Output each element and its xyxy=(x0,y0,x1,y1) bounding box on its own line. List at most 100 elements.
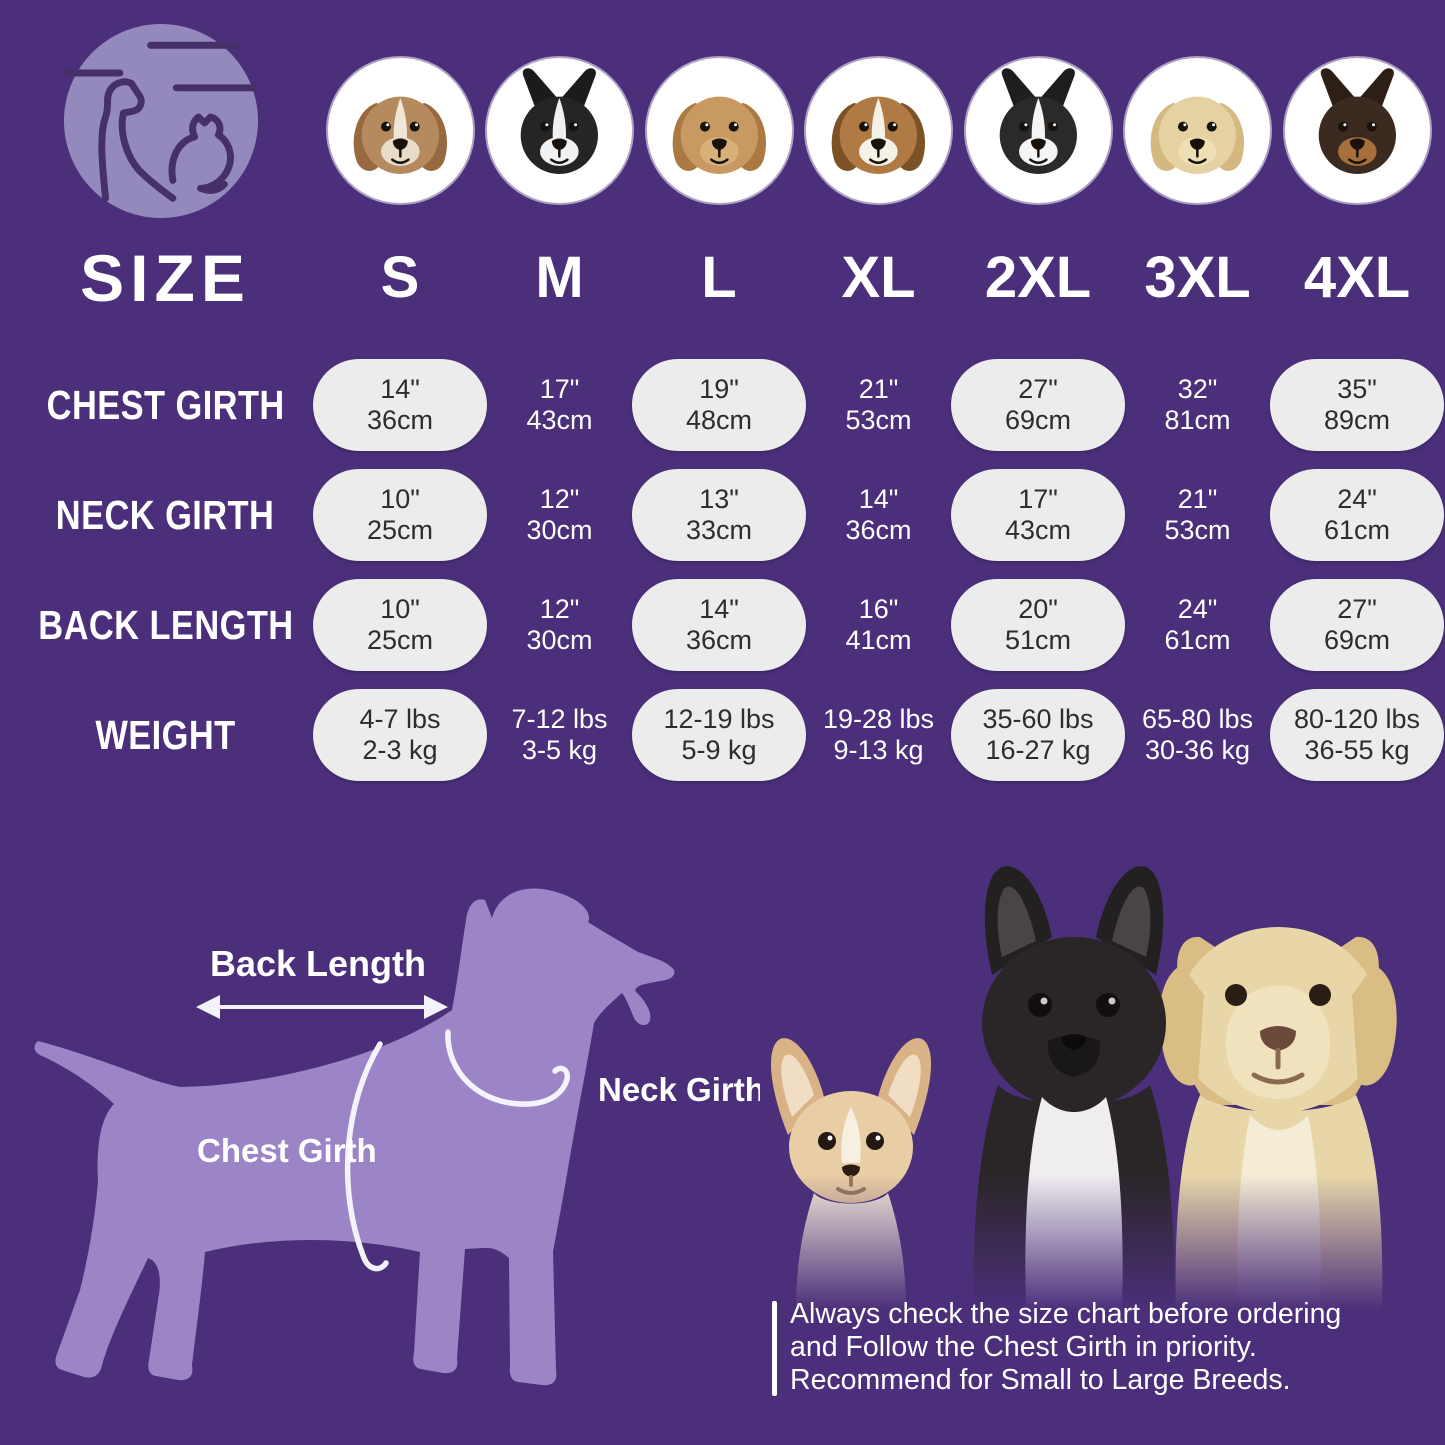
dog-silhouette xyxy=(34,888,675,1386)
doberman-dog-icon xyxy=(1318,67,1396,174)
measure-value: 14" 36cm xyxy=(313,359,487,451)
measure-value: 14" 36cm xyxy=(632,579,806,671)
measure-value: 35" 89cm xyxy=(1270,359,1444,451)
note-line: and Follow the Chest Girth in priority. xyxy=(790,1331,1257,1363)
size-table: SIZE S M L XL 2XL 3XL 4XL CHEST GIRTH 14" 36cm 17" 4… xyxy=(18,55,1444,790)
measure-cell: 4-7 lbs 2-3 kg xyxy=(313,680,487,790)
measure-value: 4-7 lbs 2-3 kg xyxy=(313,689,487,781)
measure-cell: 21" 53cm xyxy=(806,350,951,460)
measure-line: 10" xyxy=(380,594,420,624)
measure-cell: 17" 43cm xyxy=(487,350,632,460)
measure-line: 65-80 lbs xyxy=(1141,704,1254,734)
measure-value: 32" 81cm xyxy=(1164,374,1230,436)
measure-line: 48cm xyxy=(685,405,753,435)
measure-cell: 10" 25cm xyxy=(313,570,487,680)
measure-value: 12" 30cm xyxy=(526,594,592,656)
shih-tzu-dog-icon xyxy=(353,96,447,174)
measure-line: 17" xyxy=(1018,484,1058,514)
measure-value: 13" 33cm xyxy=(632,469,806,561)
measure-cell: 19" 48cm xyxy=(632,350,806,460)
measure-line: 51cm xyxy=(1004,625,1072,655)
breed-photo-cell xyxy=(806,55,951,205)
breed-photo-boston-terrier xyxy=(487,57,632,203)
row-label-text: BACK LENGTH xyxy=(37,601,294,648)
measure-value: 7-12 lbs 3-5 kg xyxy=(511,704,607,766)
measure-line: 32" xyxy=(1177,374,1218,404)
measure-line: 80-120 lbs xyxy=(1293,704,1421,734)
size-column-header-s: S xyxy=(380,245,420,310)
measure-line: 14" xyxy=(858,484,899,514)
measure-line: 16-27 kg xyxy=(985,735,1091,765)
measure-cell: 24" 61cm xyxy=(1125,570,1270,680)
measure-line: 69cm xyxy=(1323,625,1391,655)
measure-line: 24" xyxy=(1177,594,1218,624)
boston-terrier-dog-icon xyxy=(520,67,599,174)
chest-girth-line xyxy=(344,1041,389,1272)
measure-value: 12" 30cm xyxy=(526,484,592,546)
brand-logo xyxy=(62,22,260,220)
measure-value: 21" 53cm xyxy=(1164,484,1230,546)
back-length-label: Back Length xyxy=(210,943,426,984)
row-label-weight: WEIGHT xyxy=(18,680,313,790)
dog-photos-group xyxy=(730,845,1445,1310)
measure-line: 36cm xyxy=(845,515,912,545)
measure-cell: 32" 81cm xyxy=(1125,350,1270,460)
measure-line: 53cm xyxy=(1164,515,1231,545)
row-label-back-length: BACK LENGTH xyxy=(18,570,313,680)
measure-line: 24" xyxy=(1337,484,1377,514)
measure-line: 61cm xyxy=(1323,515,1391,545)
measure-cell: 14" 36cm xyxy=(806,460,951,570)
table-corner-spacer xyxy=(18,55,313,205)
measure-line: 61cm xyxy=(1164,625,1231,655)
neck-girth-label: Neck Girth xyxy=(598,1071,760,1108)
size-column-header-4xl: 4XL xyxy=(1303,245,1411,310)
measure-line: 13" xyxy=(699,484,739,514)
row-label-text: NECK GIRTH xyxy=(56,491,275,538)
measure-line: 3-5 kg xyxy=(521,735,598,765)
measure-value: 14" 36cm xyxy=(845,484,911,546)
measure-line: 5-9 kg xyxy=(681,735,757,765)
measure-value: 20" 51cm xyxy=(951,579,1125,671)
row-label-chest-girth: CHEST GIRTH xyxy=(18,350,313,460)
size-column-header-l: L xyxy=(701,245,737,310)
measure-line: 4-7 lbs xyxy=(359,704,441,734)
measure-line: 43cm xyxy=(1004,515,1072,545)
measure-cell: 16" 41cm xyxy=(806,570,951,680)
measure-cell: 12" 30cm xyxy=(487,460,632,570)
measure-line: 69cm xyxy=(1004,405,1072,435)
measure-cell: 27" 69cm xyxy=(951,350,1125,460)
measure-cell: 19-28 lbs 9-13 kg xyxy=(806,680,951,790)
note-line: Recommend for Small to Large Breeds. xyxy=(790,1364,1291,1396)
row-label-text: WEIGHT xyxy=(95,711,236,758)
measure-line: 25cm xyxy=(366,625,434,655)
measure-value: 19" 48cm xyxy=(632,359,806,451)
sizing-note: Always check the size chart before order… xyxy=(790,1298,1435,1397)
row-label-text: CHEST GIRTH xyxy=(46,381,285,428)
note-line: Always check the size chart before order… xyxy=(790,1298,1342,1330)
measure-line: 14" xyxy=(380,374,420,404)
measure-cell: 13" 33cm xyxy=(632,460,806,570)
cocker-spaniel-dog-icon xyxy=(672,96,766,174)
measure-cell: 35" 89cm xyxy=(1270,350,1444,460)
measure-line: 30cm xyxy=(526,515,593,545)
measure-cell: 14" 36cm xyxy=(632,570,806,680)
measure-line: 35-60 lbs xyxy=(982,704,1094,734)
measure-line: 30cm xyxy=(526,625,593,655)
measure-value: 65-80 lbs 30-36 kg xyxy=(1142,704,1253,766)
breed-photo-cocker-spaniel xyxy=(646,57,792,203)
measure-line: 43cm xyxy=(526,405,593,435)
measure-line: 19-28 lbs xyxy=(822,704,935,734)
measure-value: 10" 25cm xyxy=(313,579,487,671)
measure-line: 27" xyxy=(1018,374,1058,404)
breed-photo-cell xyxy=(1125,55,1270,205)
measure-value: 19-28 lbs 9-13 kg xyxy=(823,704,934,766)
measure-cell: 14" 36cm xyxy=(313,350,487,460)
measure-cell: 35-60 lbs 16-27 kg xyxy=(951,680,1125,790)
measure-cell: 21" 53cm xyxy=(1125,460,1270,570)
measure-line: 21" xyxy=(858,374,899,404)
measure-line: 27" xyxy=(1337,594,1377,624)
measure-cell: 12-19 lbs 5-9 kg xyxy=(632,680,806,790)
breed-photo-cell xyxy=(487,55,632,205)
measure-line: 14" xyxy=(699,594,739,624)
measure-cell: 27" 69cm xyxy=(1270,570,1444,680)
